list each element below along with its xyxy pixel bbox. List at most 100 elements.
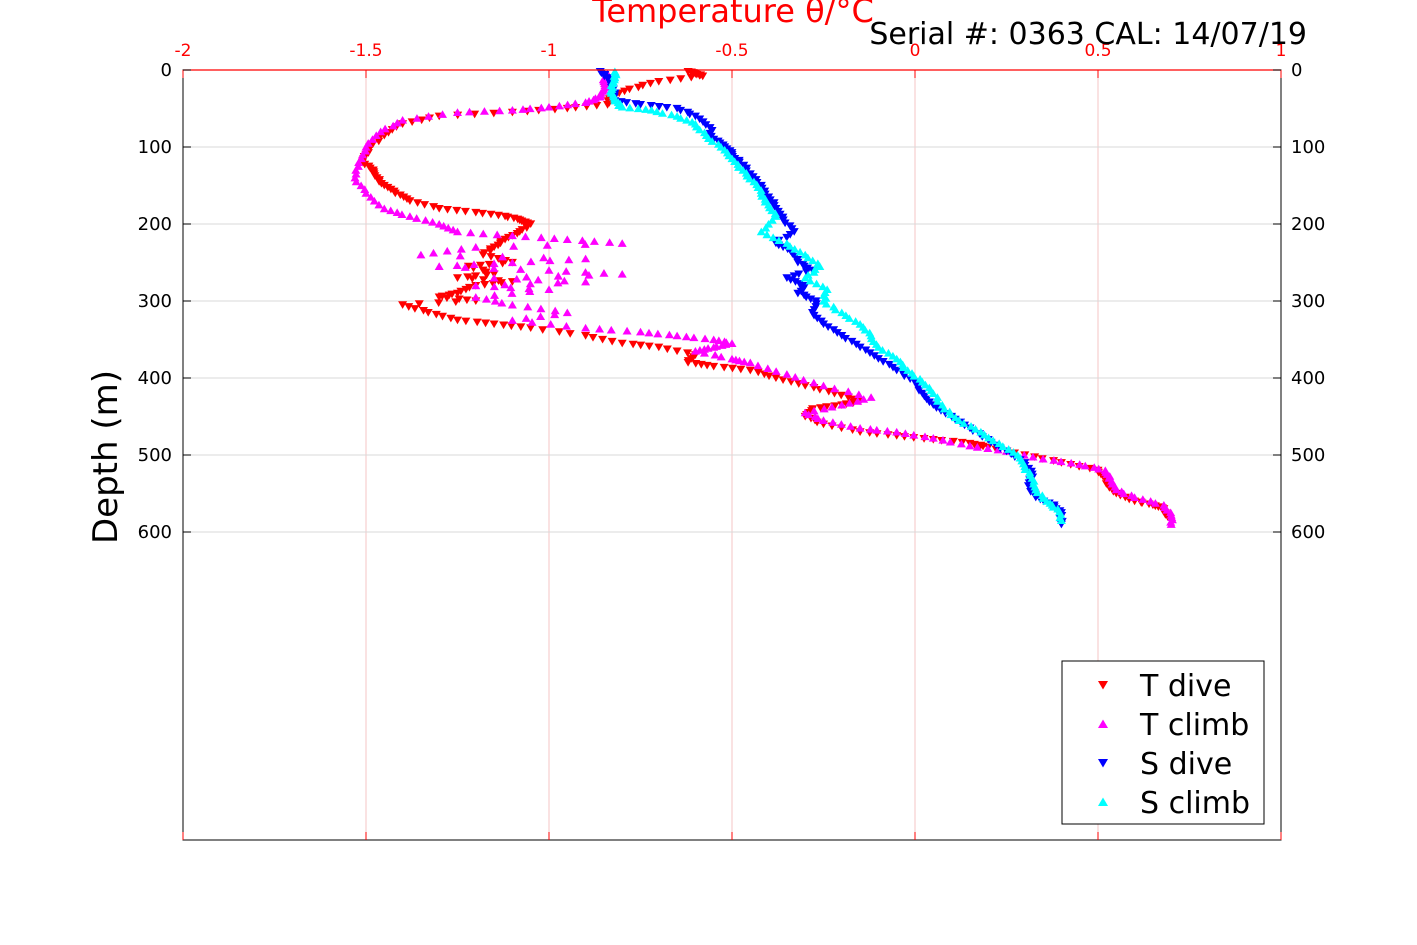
data-point [782, 370, 792, 378]
data-point-interp [878, 358, 888, 366]
data-point-interp [545, 256, 555, 265]
data-point [562, 235, 572, 243]
data-point-interp [860, 325, 870, 334]
data-point [698, 72, 708, 81]
data-point-interp [689, 333, 699, 342]
data-point-interp [553, 278, 563, 287]
data-point-interp [499, 321, 509, 330]
data-point [423, 308, 433, 317]
data-point [819, 416, 828, 424]
data-point-interp [467, 275, 477, 283]
data-point-interp [700, 334, 710, 343]
data-point-interp [438, 110, 448, 118]
data-point-interp [367, 135, 377, 143]
data-point-interp [695, 125, 705, 134]
data-point-interp [823, 323, 833, 332]
data-point-interp [554, 101, 564, 110]
data-point-interp [478, 229, 488, 238]
data-point-interp [883, 348, 893, 357]
data-point-interp [683, 349, 693, 358]
data-point-interp [442, 246, 452, 255]
data-point-interp [676, 114, 686, 122]
data-point-interp [522, 272, 532, 281]
data-point-interp [482, 271, 492, 280]
data-point-interp [843, 387, 853, 396]
data-point-interp [392, 208, 402, 217]
data-point [434, 262, 444, 270]
data-point [800, 273, 810, 282]
data-point-interp [472, 318, 482, 327]
data-point [507, 231, 517, 240]
data-point-interp [790, 278, 800, 286]
data-point-interp [395, 191, 405, 200]
data-point [1075, 460, 1085, 468]
data-point-interp [456, 244, 466, 253]
data-point-interp [736, 365, 746, 374]
data-point-interp [397, 210, 407, 218]
y-tick-label-right: 600 [1291, 522, 1325, 543]
data-point-interp [898, 360, 908, 369]
data-point-interp [882, 426, 892, 435]
data-point-interp [527, 318, 537, 326]
data-point [544, 285, 554, 294]
data-point-interp [654, 102, 664, 111]
data-point [526, 220, 536, 229]
data-point-interp [803, 253, 813, 262]
data-point-interp [475, 261, 485, 270]
data-point-interp [946, 410, 956, 419]
data-point [771, 212, 781, 220]
data-series [350, 67, 1177, 529]
data-point-interp [413, 199, 423, 207]
legend-box [1061, 660, 1265, 825]
data-point [815, 262, 825, 270]
data-point [398, 116, 408, 124]
data-point-interp [536, 233, 546, 242]
data-point-interp [644, 342, 654, 351]
data-point [562, 308, 572, 317]
data-point-interp [802, 268, 812, 277]
data-point-interp [716, 352, 726, 361]
data-point [855, 343, 865, 352]
data-point-interp [932, 397, 942, 405]
data-point-interp [764, 372, 774, 381]
data-point-interp [366, 193, 376, 201]
data-point-interp [500, 280, 510, 289]
y-tick-label: 600 [138, 522, 172, 543]
data-point [398, 301, 408, 309]
y-tick-label-right: 100 [1291, 137, 1325, 158]
data-point-interp [1008, 448, 1018, 456]
data-point [471, 281, 481, 290]
data-point [793, 258, 803, 267]
data-point-interp [813, 414, 823, 423]
data-point-interp [466, 228, 476, 237]
data-point-interp [512, 274, 522, 283]
series-s-dive [595, 67, 1067, 529]
data-point-interp [493, 211, 503, 220]
data-point-interp [799, 375, 809, 384]
data-point-interp [920, 380, 930, 389]
data-point-interp [1020, 465, 1030, 474]
data-point-interp [478, 209, 488, 218]
data-point [379, 181, 389, 190]
data-point [603, 101, 613, 109]
data-point [672, 104, 682, 113]
data-point [690, 112, 700, 121]
data-point-interp [1032, 488, 1042, 497]
data-point-interp [931, 404, 941, 412]
data-point-interp [506, 283, 516, 292]
data-point [782, 274, 792, 282]
data-point-interp [853, 397, 863, 405]
data-point-interp [638, 81, 648, 90]
data-point-interp [490, 296, 500, 305]
data-point-interp [437, 312, 447, 321]
y-tick-label-right: 300 [1291, 291, 1325, 312]
data-point-interp [580, 240, 590, 248]
data-point [453, 316, 462, 325]
data-point-interp [768, 233, 778, 242]
data-point-interp [795, 280, 805, 288]
data-point-interp [682, 116, 692, 124]
data-point-interp [460, 263, 470, 271]
data-point-interp [498, 259, 508, 268]
data-point-interp [830, 384, 840, 393]
